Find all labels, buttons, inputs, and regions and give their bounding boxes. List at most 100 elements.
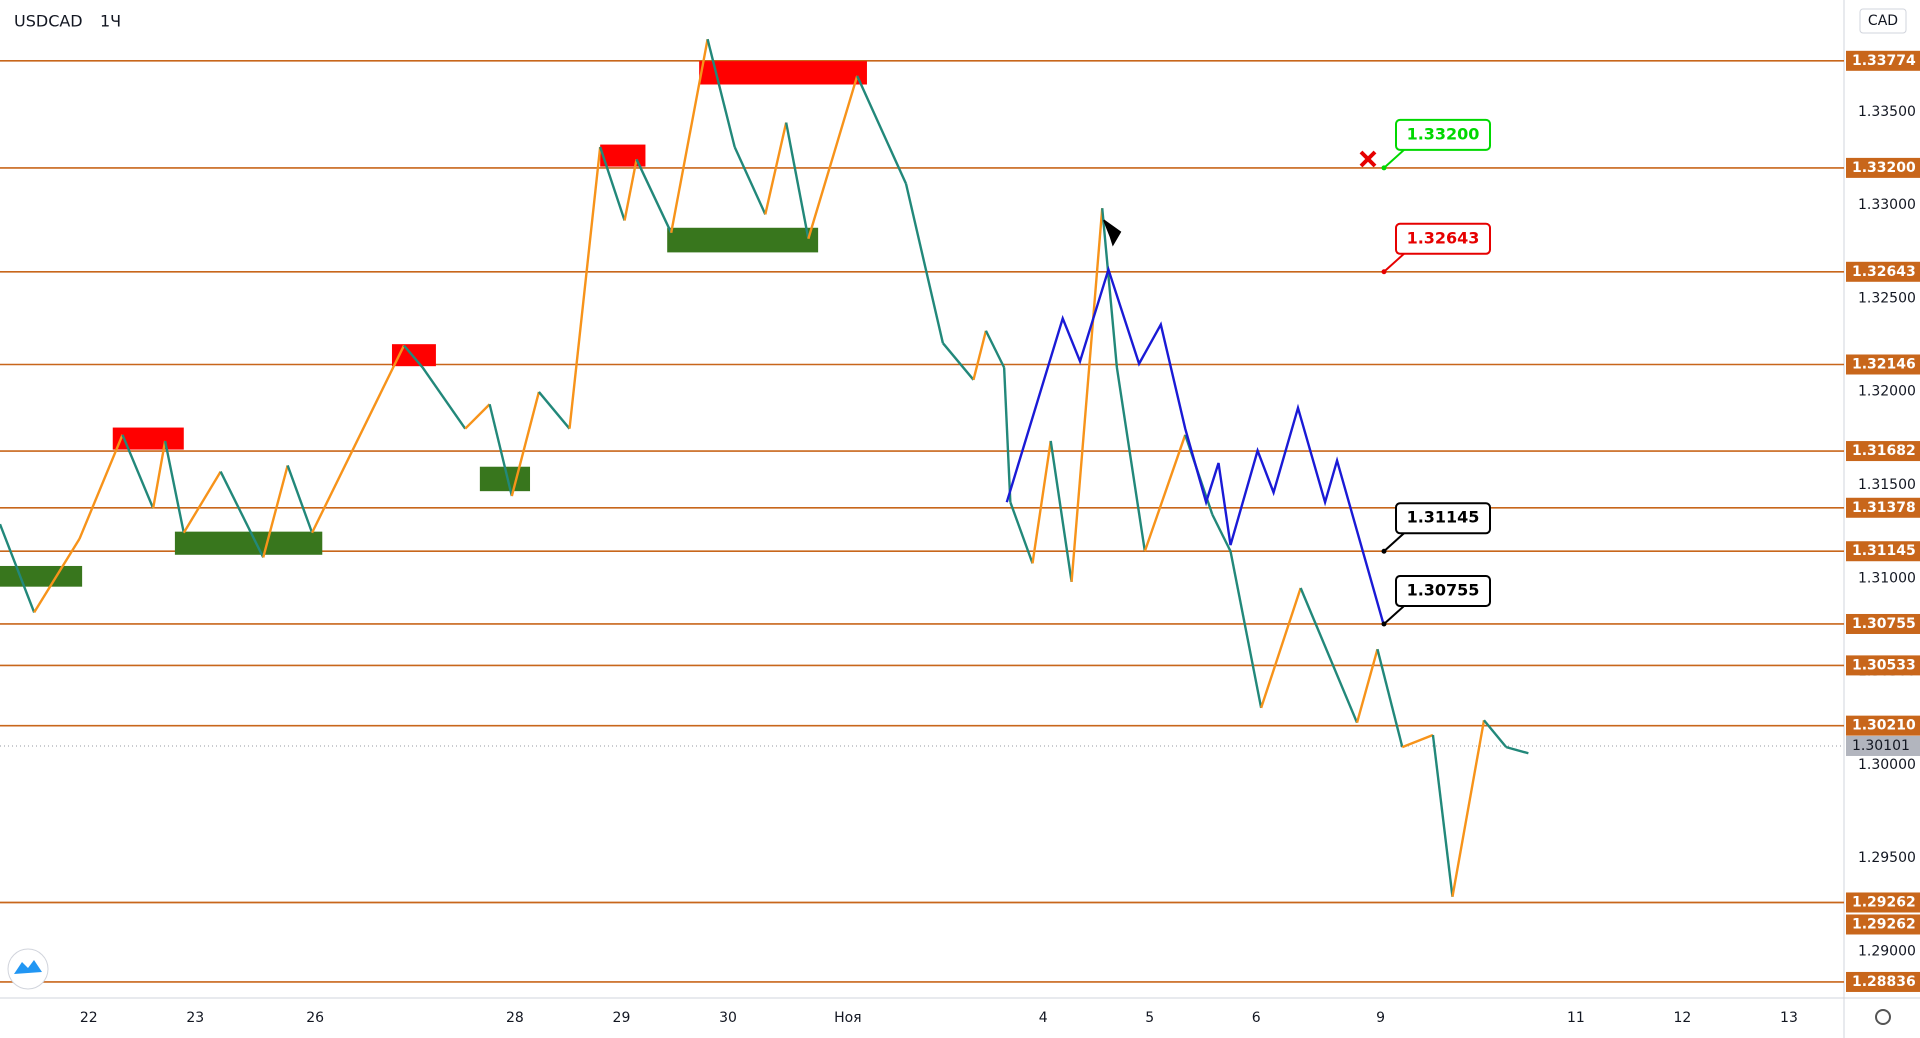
- x-tick-label: 13: [1780, 1010, 1798, 1026]
- price-segment: [764, 122, 788, 215]
- price-segment: [733, 146, 767, 215]
- price-segment: [670, 38, 709, 234]
- y-tick-label: 1.29500: [1858, 850, 1916, 866]
- x-tick-label: 12: [1674, 1010, 1692, 1026]
- level-label-box: [1846, 541, 1920, 562]
- price-segment: [941, 342, 975, 381]
- price-segment: [1299, 587, 1359, 724]
- y-tick-label: 1.30000: [1858, 757, 1916, 773]
- annotation-box: [1395, 502, 1491, 535]
- level-label: 1.30755: [1852, 616, 1916, 632]
- price-segment: [121, 434, 155, 509]
- ticks: 1.290001.295001.300001.305001.310001.315…: [80, 104, 1916, 1026]
- annotation-label: 1.31145: [1407, 508, 1480, 527]
- y-tick-label: 1.31000: [1858, 570, 1916, 586]
- level-label: 1.29262: [1852, 916, 1916, 932]
- annotation-pointer: [1383, 149, 1405, 169]
- arrow-down: [1103, 219, 1122, 247]
- price-segment: [1009, 501, 1034, 564]
- x-tick-label: 5: [1145, 1010, 1154, 1026]
- level-label-box: [1846, 971, 1920, 992]
- y-tick-label: 1.33000: [1858, 197, 1916, 213]
- x-tick-label: 11: [1567, 1010, 1585, 1026]
- price-segment: [1376, 648, 1404, 748]
- price-segment: [599, 146, 626, 221]
- price-segment: [635, 158, 673, 234]
- level-label-box: [1846, 441, 1920, 462]
- price-segment: [488, 403, 513, 497]
- level-label: 1.31145: [1852, 543, 1916, 559]
- level-label: 1.32146: [1852, 357, 1916, 373]
- x-tick-label: 23: [186, 1010, 204, 1026]
- x-tick-label: 26: [306, 1010, 324, 1026]
- settings-icon[interactable]: [1875, 1009, 1891, 1025]
- level-label: 1.30210: [1852, 718, 1916, 734]
- x-tick-label: 22: [80, 1010, 98, 1026]
- price-segment: [510, 391, 541, 497]
- level-label-box: [1846, 497, 1920, 518]
- price-segment: [706, 38, 736, 148]
- annotation-label: 1.33200: [1407, 124, 1480, 143]
- price-segment: [464, 403, 491, 430]
- zone: [0, 565, 83, 587]
- price-segment: [1431, 734, 1454, 897]
- currency-box[interactable]: [1859, 8, 1907, 34]
- price-segment: [1049, 440, 1073, 583]
- level-label-box: [1846, 715, 1920, 736]
- logo-icon: [14, 960, 42, 974]
- price-segment: [537, 391, 571, 430]
- annotation-box: [1395, 118, 1491, 151]
- price-segment: [1211, 513, 1232, 552]
- annotation-box: [1395, 574, 1491, 607]
- price-segment: [163, 440, 185, 534]
- y-tick-label: 1.32000: [1858, 384, 1916, 400]
- price-segment: [1031, 440, 1052, 564]
- price-segment: [182, 470, 222, 534]
- level-label: 1.32643: [1852, 264, 1916, 280]
- y-tick-label: 1.29000: [1858, 943, 1916, 959]
- price-segment: [1451, 720, 1486, 897]
- price-segment: [1260, 587, 1302, 709]
- level-label-box: [1846, 892, 1920, 913]
- annotation-box: [1395, 222, 1491, 255]
- y-tick-label: 1.33500: [1858, 104, 1916, 120]
- zones: [0, 61, 867, 587]
- zone: [174, 531, 323, 555]
- price-segment: [403, 344, 424, 369]
- annotation-dot: [1381, 621, 1387, 627]
- price-segment: [262, 465, 289, 558]
- level-label-box: [1846, 354, 1920, 375]
- last-price-label: 1.30101: [1852, 738, 1910, 754]
- price-segment: [33, 538, 81, 614]
- x-tick-label: 28: [506, 1010, 524, 1026]
- labels: 1.30101 1.33774 1.33200 1.32643 1.32146 1.316…: [1381, 50, 1920, 992]
- price-segment: [151, 440, 167, 509]
- red-cross: [1359, 150, 1377, 168]
- price-segment: [784, 122, 810, 239]
- annotation-pointer: [1383, 253, 1405, 273]
- price-segment: [1401, 733, 1434, 749]
- price-segment: [972, 330, 988, 381]
- level-label-box: [1846, 655, 1920, 676]
- annotation-dot: [1381, 269, 1387, 275]
- level-label-box: [1846, 157, 1920, 178]
- price-segment: [807, 75, 859, 240]
- x-tick-label: 30: [719, 1010, 737, 1026]
- levels: [0, 60, 1844, 983]
- price-segment: [1505, 745, 1529, 755]
- price-segment: [984, 330, 1006, 369]
- price-segment: [1143, 434, 1187, 552]
- level-label: 1.33200: [1852, 160, 1916, 176]
- price-segment: [310, 344, 406, 534]
- price-segment: [1002, 367, 1012, 503]
- zone: [600, 144, 646, 167]
- price-segment: [219, 471, 265, 558]
- price-segment: [1355, 648, 1379, 723]
- price-segment: [1229, 551, 1263, 709]
- x-tick-label: 9: [1376, 1010, 1385, 1026]
- annotation-label: 1.30755: [1407, 580, 1480, 599]
- zone: [667, 227, 819, 253]
- annotation-label: 1.32643: [1407, 228, 1480, 247]
- price-segment: [904, 183, 945, 344]
